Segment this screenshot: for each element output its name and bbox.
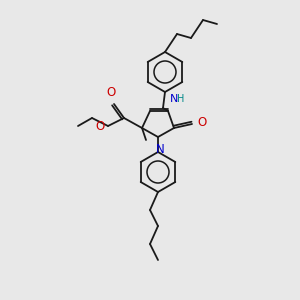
Text: O: O [96,121,105,134]
Text: N: N [170,94,178,104]
Text: H: H [177,94,184,104]
Text: O: O [197,116,206,130]
Text: N: N [156,143,164,156]
Text: O: O [106,86,116,99]
